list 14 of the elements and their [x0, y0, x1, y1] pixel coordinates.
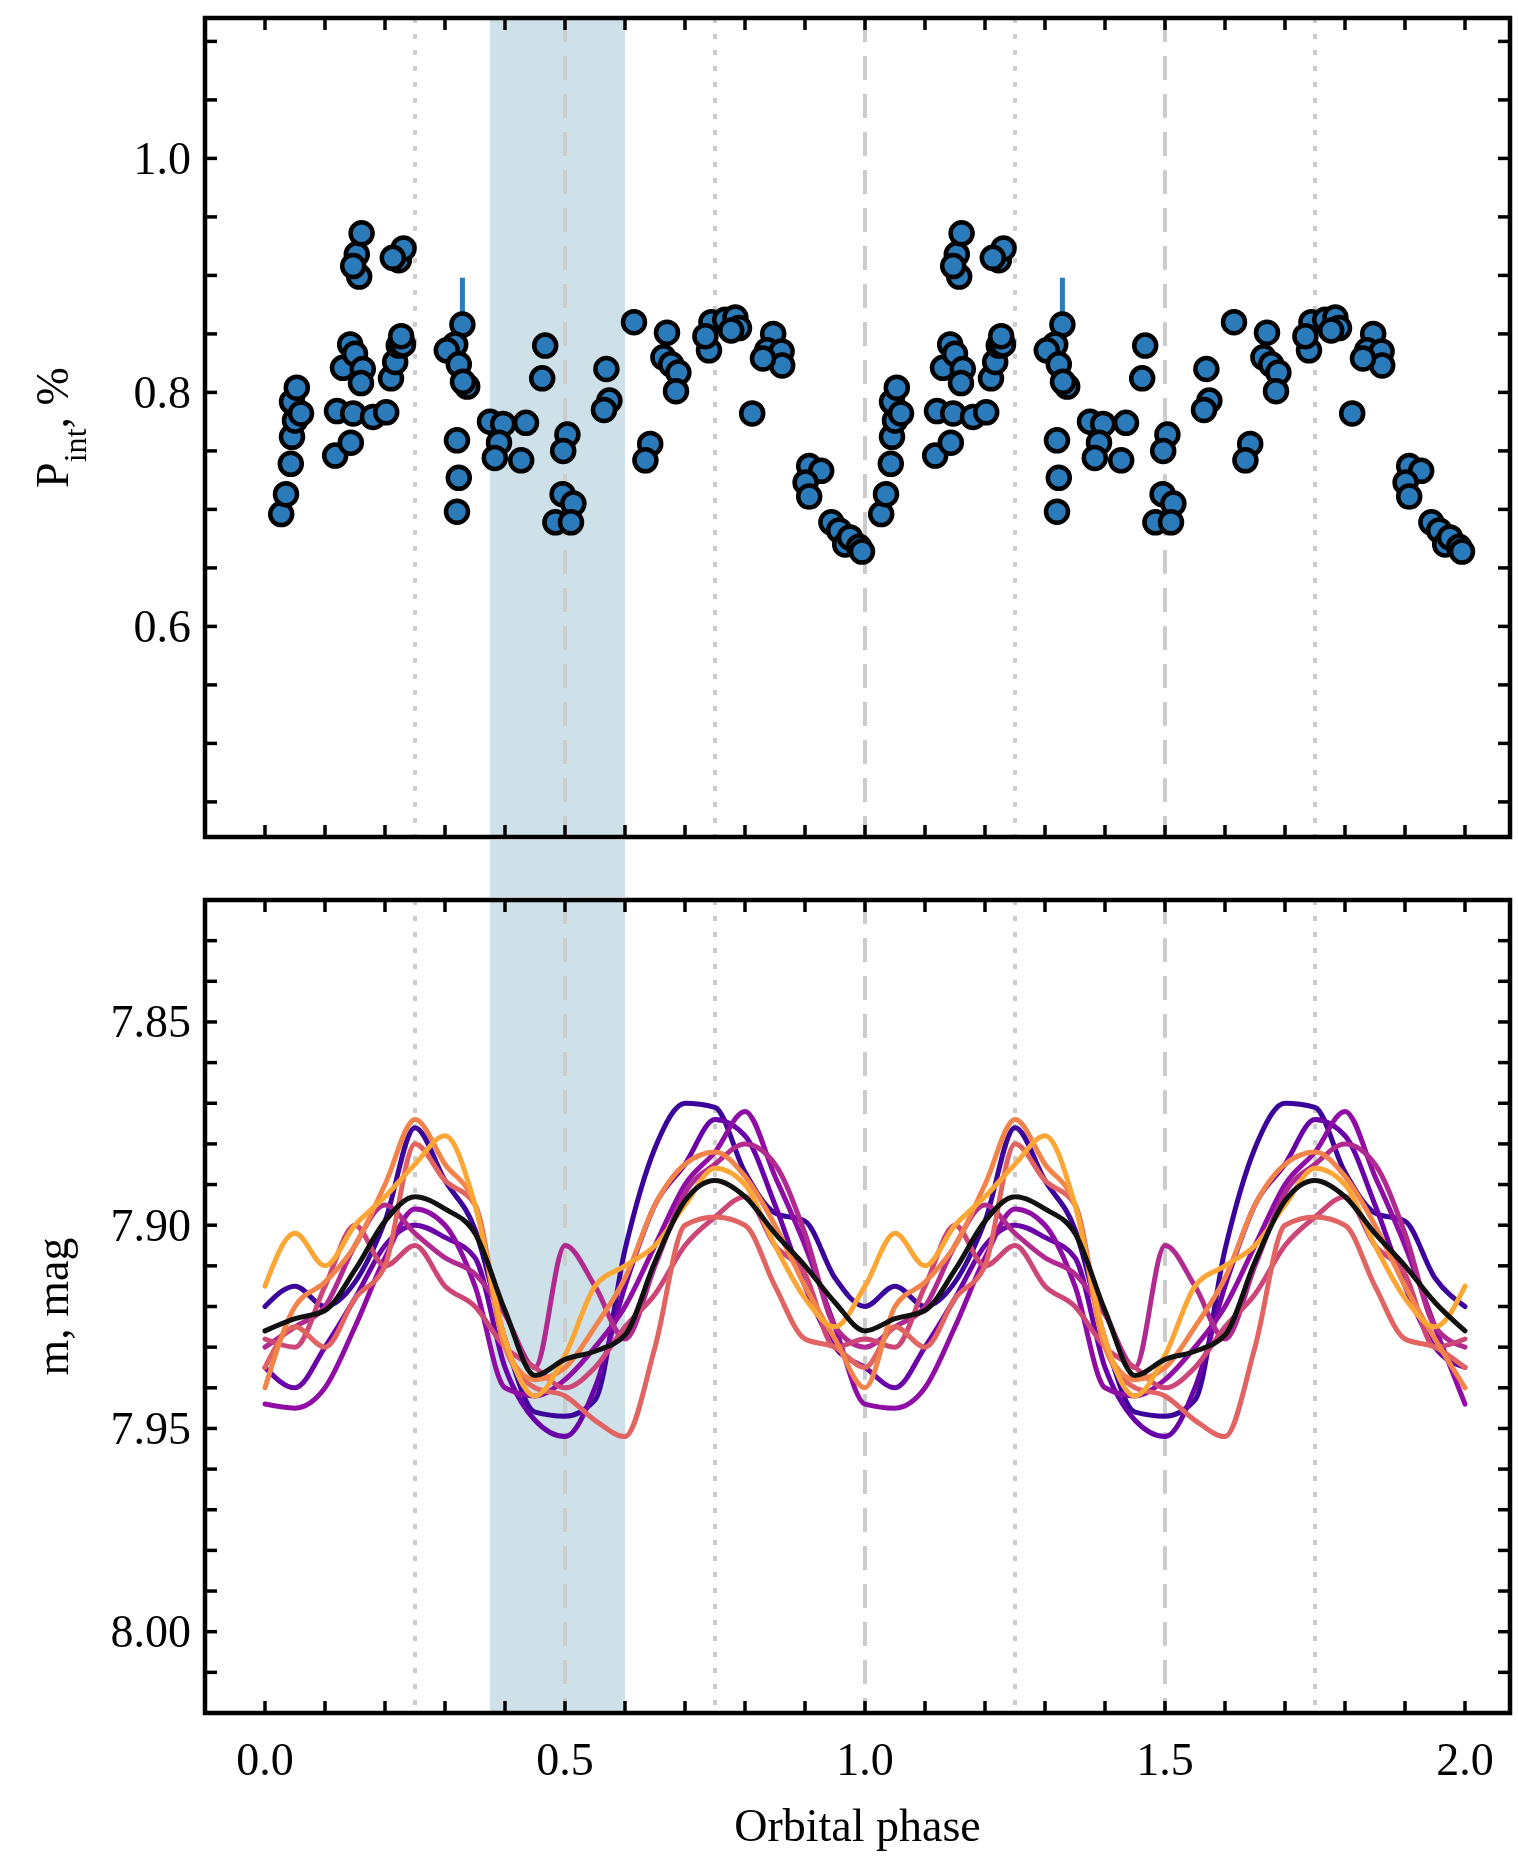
- y-tick-label: 0.8: [133, 366, 191, 418]
- x-tick-label: 2.0: [1436, 1734, 1494, 1785]
- y-axis-title: m, mag: [27, 1237, 78, 1376]
- y-tick-label: 8.00: [110, 1606, 191, 1658]
- x-tick-label: 1.5: [1136, 1734, 1194, 1785]
- y-tick-label: 0.6: [133, 600, 191, 652]
- y-tick-label: 7.85: [110, 996, 191, 1048]
- x-axis-title: Orbital phase: [734, 1800, 981, 1851]
- y-tick-label: 7.95: [110, 1402, 191, 1454]
- y-tick-label: 1.0: [133, 132, 191, 184]
- x-tick-label: 0.0: [236, 1734, 294, 1785]
- x-tick-label: 1.0: [836, 1734, 894, 1785]
- y-tick-label: 7.90: [110, 1199, 191, 1251]
- x-tick-label: 0.5: [536, 1734, 594, 1785]
